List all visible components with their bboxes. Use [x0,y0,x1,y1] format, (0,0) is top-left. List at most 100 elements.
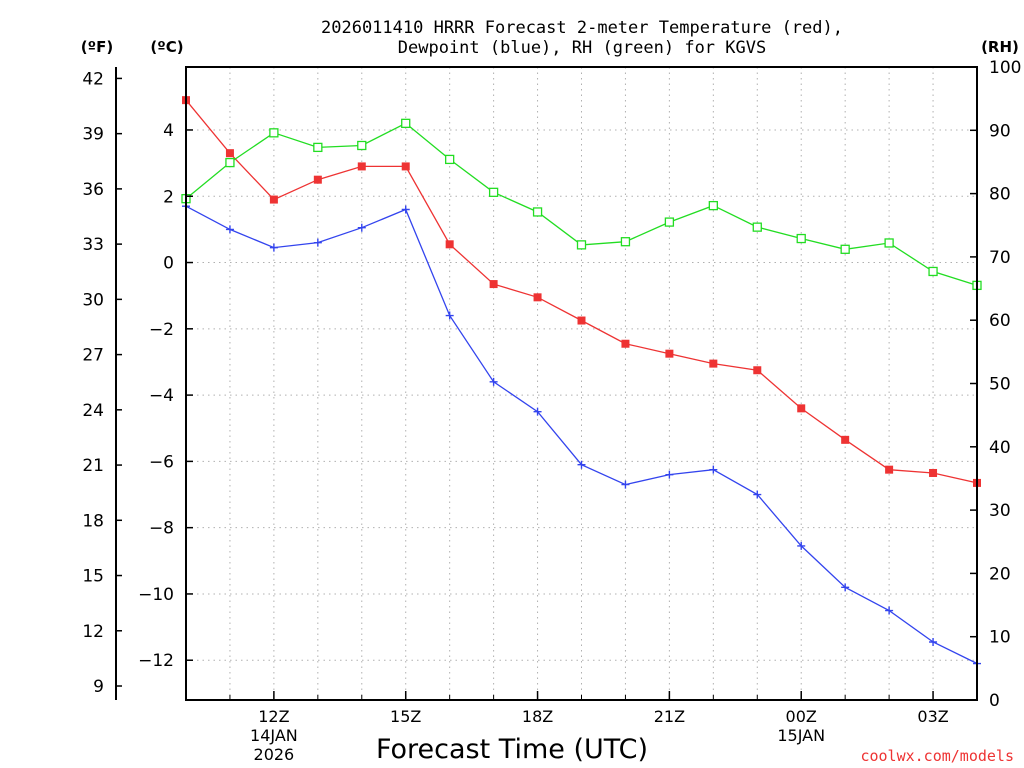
fahrenheit-tick-label: 36 [82,180,104,200]
temperature-point [621,339,630,348]
rh-tick-label: 20 [989,564,1011,584]
dewpoint-point [929,638,938,647]
rh-tick-label: 100 [989,58,1021,78]
celsius-tick-label: −12 [138,651,174,671]
rh-tick-label: 50 [989,375,1011,395]
fahrenheit-tick-label: 15 [82,567,104,587]
celsius-axis: 4 2 0 −2 −4 −6 −8 −10 −12 [138,121,193,671]
rh-point [488,187,499,197]
rh-point [884,238,894,248]
time-tick-label: 00Z [786,707,817,726]
dewpoint-line [185,205,978,665]
unit-label-rh: (RH) [981,38,1019,56]
rh-series [181,118,982,291]
dewpoint-point [577,460,586,469]
temperature-point [225,149,234,158]
rh-tick-label: 60 [989,311,1011,331]
dewpoint-point [269,243,278,252]
rh-tick-label: 80 [989,185,1011,205]
rh-point [401,118,411,128]
temperature-point [753,366,762,375]
temperature-point [313,175,322,184]
rh-point [576,240,587,250]
temperature-point [401,162,410,171]
celsius-tick-label: −4 [149,386,174,406]
celsius-tick-label: −10 [138,585,174,605]
temperature-point [885,465,894,474]
rh-tick-label: 0 [989,691,1000,711]
temperature-point [929,468,938,477]
celsius-tick-label: −8 [149,519,174,539]
temperature-point [489,280,498,289]
dewpoint-point [533,407,542,416]
time-tick-label: 18Z [522,707,553,726]
dewpoint-point [445,311,454,320]
fahrenheit-tick-label: 24 [82,401,104,421]
temperature-point [357,162,366,171]
rh-point [664,217,675,227]
fahrenheit-tick-label: 12 [82,622,104,642]
temperature-point [533,293,542,302]
temperature-point [445,240,454,249]
fahrenheit-tick-label: 18 [82,511,104,531]
fahrenheit-tick-label: 21 [82,456,104,476]
fahrenheit-tick-label: 30 [82,290,104,310]
rh-point [445,154,455,165]
temperature-point [577,316,586,325]
rh-line [185,122,978,287]
fahrenheit-tick-label: 9 [93,677,104,697]
fahrenheit-tick-label: 33 [82,235,104,255]
dewpoint-point [841,583,850,592]
time-tick-date: 15JAN [777,726,825,745]
rh-point [928,266,938,277]
rh-point [225,157,235,168]
rh-tick-label: 70 [989,248,1011,268]
grid-lines [186,67,977,700]
credit-label: coolwx.com/models [860,747,1014,765]
time-tick-label: 12Z [258,707,289,726]
time-tick-year: 2026 [254,745,295,764]
chart-title-line1: 2026011410 HRRR Forecast 2-meter Tempera… [321,18,843,38]
rh-tick-label: 40 [989,438,1011,458]
fahrenheit-tick-label: 27 [82,346,104,366]
celsius-tick-label: 4 [163,121,174,141]
celsius-tick-label: −6 [149,452,174,472]
data-series [181,96,982,668]
dewpoint-point [665,470,674,479]
time-tick-label: 15Z [390,707,421,726]
fahrenheit-axis: 42 39 36 33 30 27 24 21 18 15 12 9 [82,69,122,697]
rh-point [840,244,850,254]
temperature-series [182,96,981,487]
fahrenheit-tick-label: 39 [82,125,104,145]
temperature-point [841,435,850,444]
dewpoint-point [753,490,762,499]
rh-point [620,237,631,247]
dewpoint-point [225,225,234,234]
rh-tick-label: 30 [989,501,1011,521]
dewpoint-point [621,480,630,489]
time-tick-label: 21Z [654,707,685,726]
temperature-point [665,349,674,358]
temperature-point [709,359,718,368]
dewpoint-point [885,606,894,615]
rh-point [313,142,323,153]
rh-point [752,222,762,232]
celsius-tick-label: −2 [149,320,174,340]
rh-tick-label: 90 [989,121,1011,141]
dewpoint-point [489,377,498,386]
rh-tick-label: 10 [989,628,1011,648]
rh-point [708,200,718,211]
celsius-tick-label: 2 [163,187,174,207]
temperature-point [269,195,278,204]
rh-point [357,140,367,151]
rh-point [269,128,279,138]
dewpoint-point [401,205,410,214]
fahrenheit-tick-label: 42 [82,69,104,89]
dewpoint-point [357,223,366,232]
x-axis-label: Forecast Time (UTC) [376,734,648,765]
time-tick-date: 14JAN [250,726,298,745]
unit-label-fahrenheit: (ºF) [81,38,113,56]
